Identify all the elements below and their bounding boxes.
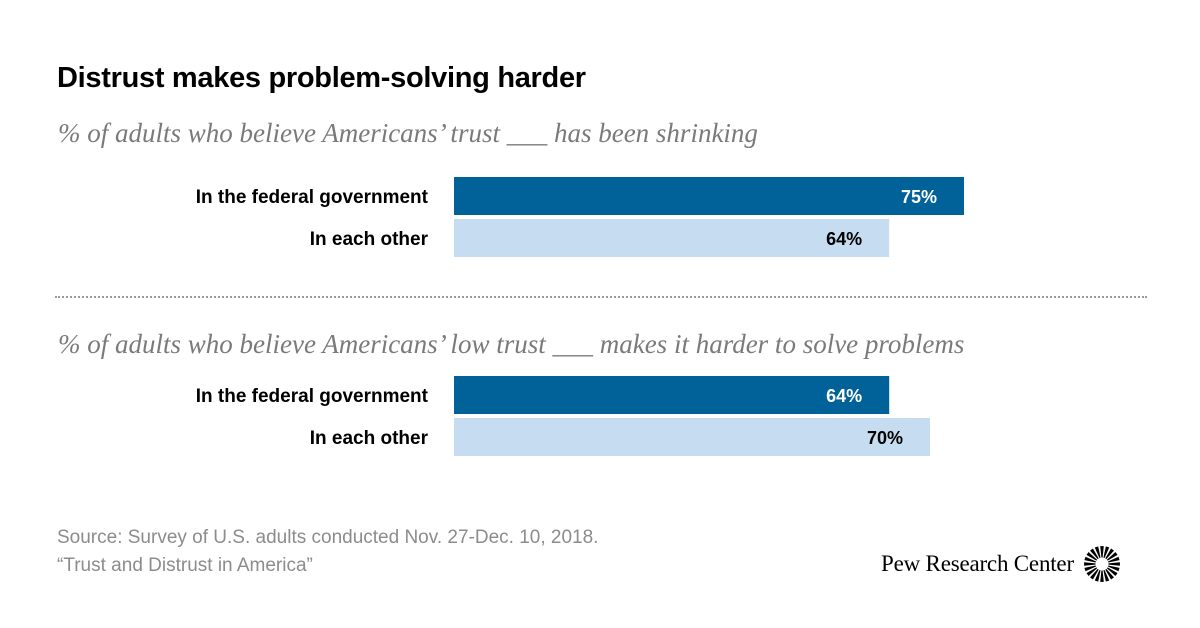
sunburst-ray [1107, 556, 1120, 563]
category-label: In each other [310, 428, 429, 449]
category-label: In each other [310, 229, 429, 250]
data-label: 64% [826, 386, 862, 406]
sunburst-ray [1105, 568, 1114, 580]
source-note: Source: Survey of U.S. adults conducted … [57, 524, 598, 580]
brand-name: Pew Research Center [881, 551, 1074, 576]
bar [454, 177, 964, 215]
category-label: In the federal government [196, 386, 429, 407]
panel-1-subtitle: % of adults who believe Americans’ trust… [58, 118, 758, 148]
sunburst-ray [1094, 546, 1101, 559]
pew-sunburst-icon [1083, 546, 1120, 582]
sunburst-ray [1089, 568, 1099, 580]
bar [454, 376, 890, 414]
chart-title: Distrust makes problem-solving harder [57, 62, 586, 94]
category-label: In the federal government [196, 187, 429, 208]
sunburst-ray [1103, 569, 1110, 582]
sunburst-ray [1083, 562, 1096, 566]
bar [454, 418, 930, 456]
sunburst-ray [1108, 562, 1120, 566]
sunburst-ray [1084, 565, 1096, 572]
data-label: 70% [867, 428, 903, 448]
sunburst-ray [1106, 552, 1118, 561]
source-line-1: Source: Survey of U.S. adults conducted … [57, 527, 599, 548]
sunburst-ray [1086, 552, 1098, 561]
sunburst-ray [1100, 570, 1104, 582]
bar [454, 219, 890, 257]
panel-2-subtitle: % of adults who believe Americans’ low t… [58, 329, 965, 359]
sunburst-ray [1100, 546, 1104, 558]
sunburst-ray [1105, 548, 1114, 560]
pew-logo: Pew Research Center [881, 544, 1122, 584]
sunburst-ray [1106, 567, 1118, 576]
sunburst-ray [1084, 556, 1096, 563]
data-label: 64% [826, 229, 862, 249]
sunburst-ray [1089, 548, 1099, 560]
data-label: 75% [901, 187, 937, 207]
panel-divider [55, 296, 1147, 298]
source-line-2: “Trust and Distrust in America” [57, 555, 313, 576]
sunburst-ray [1103, 546, 1110, 559]
sunburst-ray [1107, 565, 1120, 572]
sunburst-ray [1094, 569, 1101, 582]
sunburst-ray [1086, 567, 1098, 576]
